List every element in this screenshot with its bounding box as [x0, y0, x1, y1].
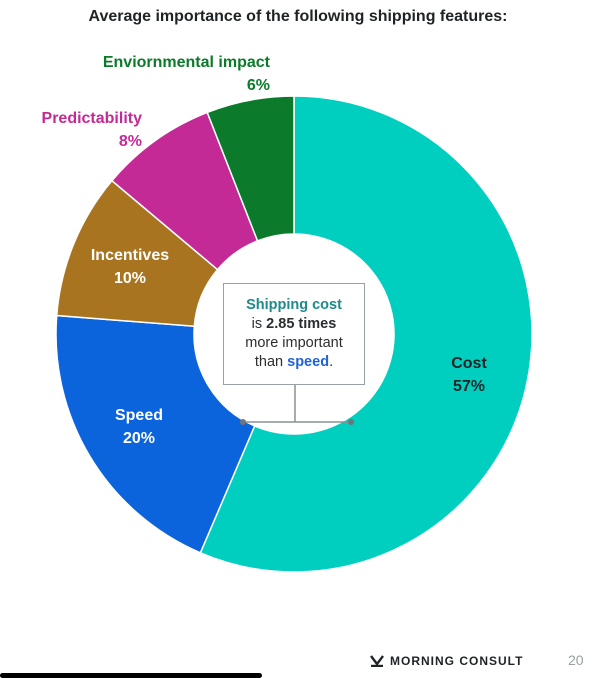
- callout-line4-post: .: [329, 354, 334, 370]
- callout-line2-pre: is: [251, 316, 267, 332]
- slice-value-incentives: 10%: [114, 270, 146, 287]
- slice-label-cost: Cost: [451, 355, 487, 372]
- slice-value-speed: 20%: [123, 430, 155, 447]
- slice-cost: [199, 95, 533, 573]
- slice-label-enviornmental-impact: Enviornmental impact: [103, 54, 271, 71]
- slice-value-predictability: 8%: [119, 133, 142, 150]
- brand-name: MORNING CONSULT: [390, 654, 524, 668]
- insight-callout: Shipping cost is 2.85 times more importa…: [223, 283, 365, 385]
- slice-value-cost: 57%: [453, 378, 485, 395]
- callout-line4-pre: than: [254, 354, 288, 370]
- home-indicator: [0, 673, 262, 678]
- slice-label-speed: Speed: [115, 407, 163, 424]
- page-number: 20: [568, 652, 584, 668]
- callout-line1: Shipping cost: [246, 297, 342, 313]
- slice-label-incentives: Incentives: [91, 247, 169, 264]
- chart-title: Average importance of the following ship…: [88, 8, 508, 25]
- callout-line2-bold: 2.85 times: [266, 316, 337, 332]
- brand: MORNING CONSULT: [370, 654, 523, 668]
- slice-enviornmental-impact: [206, 95, 295, 242]
- callout-line4-highlight: speed: [287, 354, 330, 370]
- callout-connector: [240, 385, 354, 425]
- brand-logo-icon: [370, 655, 384, 667]
- slice-speed: [55, 314, 256, 554]
- slice-value-enviornmental-impact: 6%: [247, 77, 270, 94]
- slice-label-predictability: Predictability: [42, 110, 143, 127]
- callout-line3: more important: [245, 335, 343, 351]
